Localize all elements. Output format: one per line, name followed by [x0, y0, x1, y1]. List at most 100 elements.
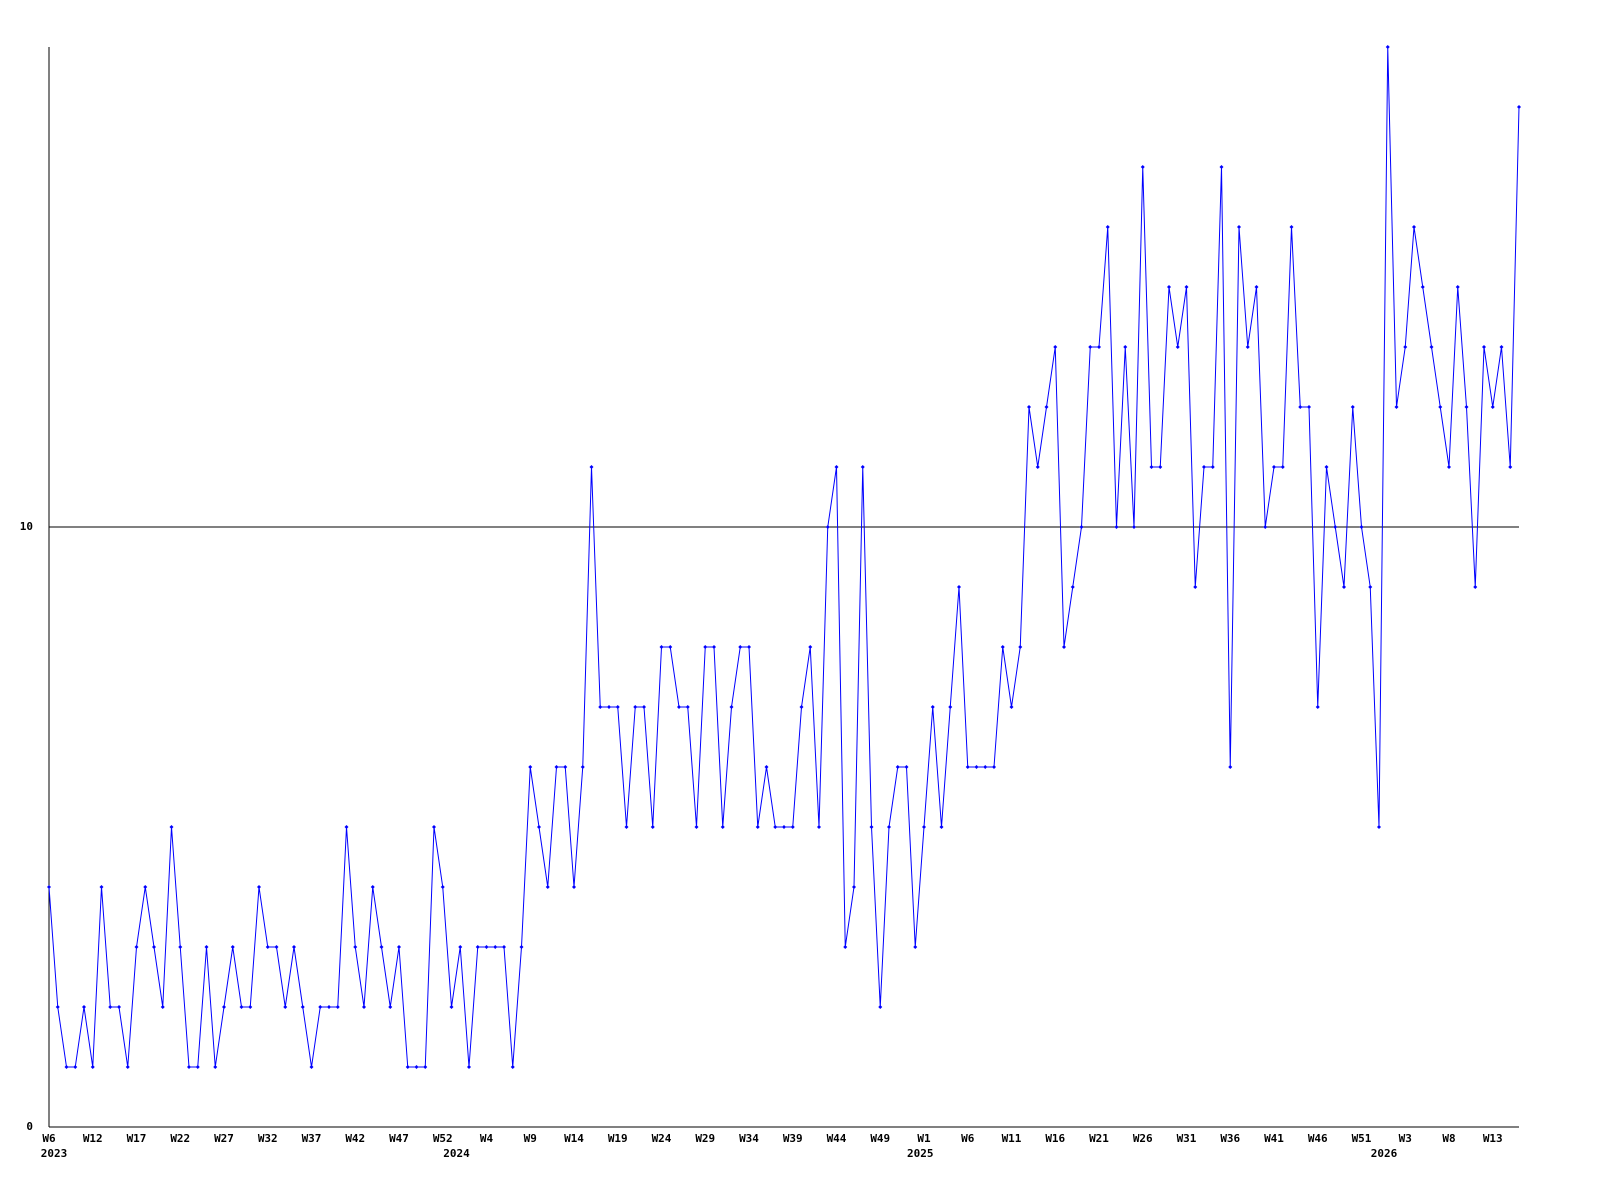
data-point [1097, 345, 1101, 349]
data-point [1438, 405, 1443, 409]
data-point [537, 825, 541, 829]
data-point [720, 825, 725, 829]
data-point [983, 765, 988, 769]
data-point [344, 825, 349, 829]
x-year-label: 2023 [41, 1147, 68, 1160]
data-point [1053, 345, 1058, 349]
data-point [169, 825, 174, 829]
data-point [248, 1005, 253, 1009]
data-point [992, 765, 996, 769]
data-point [764, 765, 769, 769]
data-point [327, 1005, 331, 1009]
x-tick-label: W12 [83, 1132, 103, 1145]
x-year-label: 2024 [443, 1147, 470, 1160]
x-tick-label: W32 [258, 1132, 278, 1145]
data-point [1132, 525, 1136, 529]
data-point [1254, 285, 1259, 289]
data-point [1184, 285, 1189, 289]
data-point [1114, 525, 1119, 529]
x-tick-label: W27 [214, 1132, 234, 1145]
x-year-label: 2025 [907, 1147, 934, 1160]
data-point [860, 465, 865, 469]
data-point [1237, 225, 1241, 229]
x-tick-label: W1 [917, 1132, 931, 1145]
data-point [108, 1005, 113, 1009]
data-point [1385, 45, 1390, 49]
data-point [1149, 465, 1154, 469]
x-tick-label: W9 [524, 1132, 537, 1145]
data-point [598, 705, 603, 709]
data-point [82, 1005, 86, 1009]
x-tick-label: W21 [1089, 1132, 1109, 1145]
data-point [519, 945, 524, 949]
x-tick-label: W11 [1002, 1132, 1022, 1145]
x-tick-label: W6 [961, 1132, 975, 1145]
data-point [222, 1005, 226, 1009]
data-point [790, 825, 795, 829]
data-point [782, 825, 786, 829]
data-point [47, 885, 51, 889]
data-point [467, 1065, 471, 1069]
data-point [1035, 465, 1040, 469]
data-point [55, 1005, 60, 1009]
data-point [64, 1065, 69, 1069]
data-point [738, 645, 743, 649]
x-tick-label: W16 [1045, 1132, 1065, 1145]
data-point [510, 1065, 515, 1069]
data-point [318, 1005, 323, 1009]
data-point [458, 945, 463, 949]
data-point [1464, 405, 1469, 409]
data-point [554, 765, 559, 769]
data-point [1350, 405, 1355, 409]
data-point [1359, 525, 1364, 529]
data-point [843, 945, 848, 949]
data-point [1447, 465, 1451, 469]
data-point [1070, 585, 1075, 589]
data-point [1245, 345, 1250, 349]
data-point [414, 1065, 419, 1069]
data-point [1490, 405, 1495, 409]
data-point [642, 705, 646, 709]
x-tick-label: W6 [42, 1132, 56, 1145]
data-point [834, 465, 839, 469]
data-point [1324, 465, 1329, 469]
data-point [1219, 165, 1224, 169]
data-point [633, 705, 638, 709]
x-tick-label: W3 [1399, 1132, 1412, 1145]
data-point [370, 885, 375, 889]
data-point [615, 705, 620, 709]
data-point [1333, 525, 1338, 529]
data-point [1508, 465, 1513, 469]
data-point [335, 1005, 340, 1009]
data-point [1307, 405, 1311, 409]
data-point [187, 1065, 191, 1069]
y-tick-label: 10 [20, 520, 33, 533]
data-point [572, 885, 576, 889]
data-point [230, 945, 235, 949]
data-point [1403, 345, 1408, 349]
data-point [957, 585, 961, 589]
data-point [1420, 285, 1425, 289]
data-point [362, 1005, 366, 1009]
data-point [134, 945, 139, 949]
x-tick-label: W51 [1352, 1132, 1372, 1145]
data-point [650, 825, 655, 829]
data-point [1123, 345, 1128, 349]
data-point [755, 825, 760, 829]
data-point [677, 705, 681, 709]
data-point [1000, 645, 1005, 649]
data-point [1210, 465, 1215, 469]
data-point [913, 945, 918, 949]
data-point [703, 645, 708, 649]
data-point [904, 765, 909, 769]
data-point [589, 465, 594, 469]
data-point [817, 825, 821, 829]
data-point [379, 945, 384, 949]
x-tick-label: W52 [433, 1132, 453, 1145]
data-point [397, 945, 401, 949]
data-point [90, 1065, 95, 1069]
data-point [685, 705, 690, 709]
data-point [125, 1065, 130, 1069]
data-point [1473, 585, 1478, 589]
